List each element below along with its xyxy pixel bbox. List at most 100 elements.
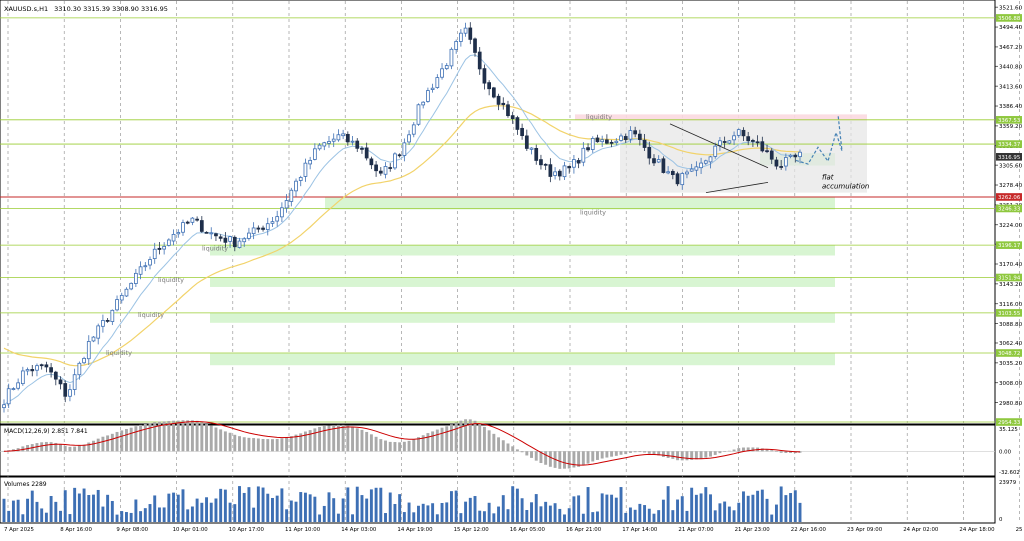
volume-bar <box>360 495 364 522</box>
level-price-tag <box>996 204 1022 213</box>
flat-accumulation-label-1: flat <box>822 173 834 181</box>
time-tick-label: 24 Apr 02:00 <box>903 527 939 533</box>
volume-bar <box>16 499 20 522</box>
candle-body <box>798 151 802 158</box>
candle-body <box>539 159 543 166</box>
candle-body <box>637 133 642 140</box>
volume-bar <box>209 502 213 522</box>
candle-body <box>148 259 152 266</box>
macd-hist-bar <box>200 422 204 452</box>
volume-bar <box>393 503 397 522</box>
macd-hist-bar <box>327 425 331 452</box>
candle-body <box>666 171 670 174</box>
volume-bar <box>148 504 152 522</box>
volume-bar <box>694 494 698 522</box>
volume-bar <box>454 490 458 522</box>
candle-body <box>529 147 534 150</box>
macd-hist-bar <box>73 446 77 452</box>
macd-hist-bar <box>694 451 698 460</box>
candle-body <box>105 319 110 322</box>
volume-bar <box>487 502 491 522</box>
candle-body <box>251 227 256 235</box>
volume-bar <box>765 498 769 522</box>
volume-bar <box>384 513 387 522</box>
volume-bar <box>162 507 166 522</box>
macd-hist-bar <box>699 451 703 459</box>
candle-body <box>77 362 82 376</box>
candle-body <box>760 141 765 152</box>
candle-body <box>557 170 562 177</box>
price-tick-label: 3440.80 <box>999 64 1023 70</box>
volume-bar <box>308 494 312 522</box>
volume-bar <box>26 498 30 522</box>
candle-body <box>294 180 298 192</box>
macd-hist-bar <box>233 434 237 452</box>
candle-body <box>623 136 628 140</box>
candle-body <box>647 146 652 159</box>
level-price-tag-label: 3048.72 <box>998 351 1020 357</box>
candle-body <box>2 404 6 409</box>
flat-accumulation-label-2: accumulation <box>822 182 869 190</box>
volume-bar <box>120 511 124 522</box>
candle-body <box>327 141 331 144</box>
volume-bar <box>742 491 745 522</box>
macd-hist-bar <box>238 436 241 452</box>
volume-bar <box>369 489 373 522</box>
macd-hist-bar <box>101 436 105 452</box>
liquidity-zone <box>210 312 835 323</box>
volume-bar <box>600 493 604 522</box>
candle-body <box>101 320 105 327</box>
candle-body <box>152 248 157 260</box>
macd-hist-bar <box>125 428 128 452</box>
time-tick-label: 24 Apr 18:00 <box>959 527 995 533</box>
candle-body <box>35 365 39 371</box>
macd-hist-bar <box>572 451 576 468</box>
candle-body <box>256 227 261 230</box>
macd-hist-bar <box>666 451 670 458</box>
volume-bar <box>756 490 760 522</box>
macd-hist-bar <box>186 420 190 452</box>
macd-hist-bar <box>393 442 397 452</box>
macd-hist-bar <box>449 424 453 452</box>
candle-body <box>468 27 473 40</box>
volume-bar <box>21 514 25 522</box>
price-pane-frame <box>0 0 996 425</box>
volume-bar <box>214 498 218 522</box>
candle-body <box>501 102 506 106</box>
volume-bar <box>539 506 543 522</box>
candle-body <box>232 236 237 248</box>
liquidity-label-2: liquidity <box>158 276 184 284</box>
volume-bar <box>351 514 355 522</box>
volume-bar <box>789 493 793 522</box>
macd-hist-bar <box>798 451 802 453</box>
candle-body <box>722 141 727 143</box>
macd-hist-bar <box>746 447 750 452</box>
candle-body <box>11 388 16 390</box>
macd-hist-bar <box>633 451 637 453</box>
macd-hist-bar <box>426 433 430 452</box>
candle-body <box>185 221 190 224</box>
candle-body <box>482 68 487 84</box>
candle-body <box>303 162 308 177</box>
volume-bar <box>558 508 562 522</box>
volume-bar <box>181 489 185 522</box>
candle-body <box>360 147 364 150</box>
macd-hist-bar <box>586 451 590 464</box>
trendline-lower <box>705 181 769 194</box>
candle-body <box>16 382 20 389</box>
level-price-tag-label: 2954.33 <box>998 420 1020 426</box>
candle-body <box>440 68 444 78</box>
candle-body <box>524 135 529 149</box>
candle-body <box>459 32 463 42</box>
price-tick-label: 3170.40 <box>999 262 1023 268</box>
candle-body <box>91 336 96 342</box>
candle-body <box>223 237 228 243</box>
forecast-line <box>795 114 843 165</box>
macd-hist-bar <box>261 438 265 452</box>
candle-body <box>393 153 397 169</box>
candle-body <box>298 177 303 181</box>
volume-bar <box>346 487 350 522</box>
volume-bar <box>779 486 783 522</box>
